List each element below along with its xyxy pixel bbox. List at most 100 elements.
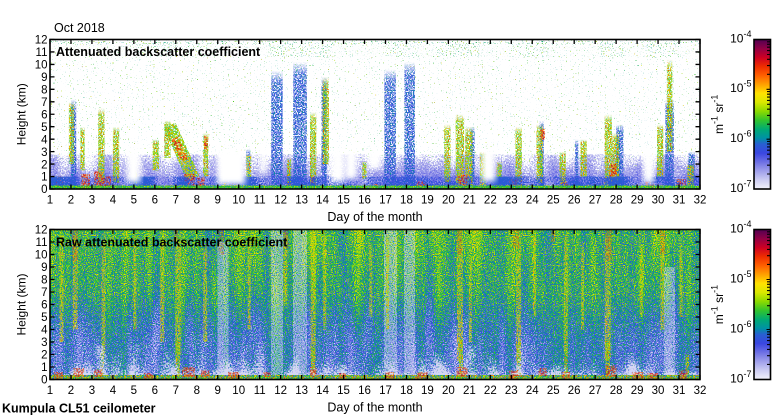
svg-text:18: 18 <box>400 195 413 207</box>
svg-text:4: 4 <box>41 134 48 146</box>
svg-text:10-5: 10-5 <box>730 269 751 286</box>
svg-text:6: 6 <box>152 385 158 397</box>
svg-text:Height (km): Height (km) <box>15 83 29 145</box>
svg-text:10-7: 10-7 <box>730 369 751 386</box>
svg-text:15: 15 <box>337 195 350 207</box>
svg-text:8: 8 <box>194 195 200 207</box>
svg-text:26: 26 <box>568 385 581 397</box>
svg-text:18: 18 <box>400 385 413 397</box>
svg-text:27: 27 <box>589 195 602 207</box>
svg-text:22: 22 <box>484 385 497 397</box>
svg-text:31: 31 <box>673 385 686 397</box>
svg-text:10: 10 <box>232 385 245 397</box>
svg-text:7: 7 <box>173 195 179 207</box>
svg-text:5: 5 <box>41 122 47 134</box>
svg-text:7: 7 <box>173 385 179 397</box>
svg-text:24: 24 <box>526 385 539 397</box>
svg-text:10-6: 10-6 <box>730 319 751 336</box>
svg-text:21: 21 <box>463 385 476 397</box>
svg-text:20: 20 <box>442 195 455 207</box>
svg-text:15: 15 <box>337 385 350 397</box>
svg-text:12: 12 <box>274 195 287 207</box>
svg-text:3: 3 <box>41 147 47 159</box>
svg-text:Height (km): Height (km) <box>15 273 29 335</box>
svg-text:22: 22 <box>484 195 497 207</box>
svg-text:4: 4 <box>41 325 48 337</box>
svg-text:9: 9 <box>215 385 221 397</box>
svg-text:31: 31 <box>673 195 686 207</box>
svg-text:9: 9 <box>41 262 47 274</box>
svg-text:12: 12 <box>35 225 48 237</box>
svg-text:2: 2 <box>41 350 47 362</box>
svg-text:25: 25 <box>547 195 560 207</box>
svg-text:26: 26 <box>568 195 581 207</box>
svg-text:23: 23 <box>505 195 518 207</box>
svg-text:10: 10 <box>35 60 48 72</box>
svg-text:Day of the month: Day of the month <box>327 401 422 415</box>
svg-text:4: 4 <box>110 195 117 207</box>
svg-text:24: 24 <box>526 195 539 207</box>
svg-text:3: 3 <box>89 385 95 397</box>
svg-text:12: 12 <box>274 385 287 397</box>
svg-text:13: 13 <box>295 195 308 207</box>
svg-text:6: 6 <box>41 109 47 121</box>
svg-text:12: 12 <box>35 35 48 47</box>
svg-text:13: 13 <box>295 385 308 397</box>
svg-text:23: 23 <box>505 385 518 397</box>
svg-text:17: 17 <box>379 195 392 207</box>
svg-text:30: 30 <box>652 195 665 207</box>
svg-text:1: 1 <box>41 362 47 374</box>
svg-text:10-6: 10-6 <box>730 129 751 146</box>
svg-text:4: 4 <box>110 385 117 397</box>
svg-text:11: 11 <box>254 195 266 207</box>
svg-text:30: 30 <box>652 385 665 397</box>
svg-text:16: 16 <box>358 385 371 397</box>
svg-text:Attenuated backscatter coeffic: Attenuated backscatter coefficient <box>56 45 261 59</box>
svg-text:2: 2 <box>68 385 74 397</box>
svg-text:21: 21 <box>463 195 476 207</box>
svg-text:7: 7 <box>41 287 47 299</box>
svg-text:9: 9 <box>215 195 221 207</box>
svg-text:1: 1 <box>47 385 53 397</box>
svg-text:6: 6 <box>41 300 47 312</box>
svg-text:0: 0 <box>41 375 47 387</box>
svg-text:10-4: 10-4 <box>730 29 751 46</box>
svg-text:Day of the month: Day of the month <box>327 210 422 224</box>
svg-text:32: 32 <box>694 385 707 397</box>
svg-text:m-1 sr-1: m-1 sr-1 <box>710 95 727 134</box>
svg-text:3: 3 <box>89 195 95 207</box>
svg-text:10-4: 10-4 <box>730 219 751 236</box>
svg-text:19: 19 <box>421 195 434 207</box>
svg-text:32: 32 <box>694 195 707 207</box>
svg-text:11: 11 <box>36 237 48 249</box>
svg-text:10-5: 10-5 <box>730 79 751 96</box>
svg-text:10: 10 <box>35 250 48 262</box>
svg-text:2: 2 <box>68 195 74 207</box>
svg-text:6: 6 <box>152 195 158 207</box>
svg-text:19: 19 <box>421 385 434 397</box>
svg-text:m-1 sr-1: m-1 sr-1 <box>710 285 727 324</box>
svg-text:27: 27 <box>589 385 602 397</box>
svg-text:16: 16 <box>358 195 371 207</box>
svg-text:2: 2 <box>41 159 47 171</box>
svg-text:14: 14 <box>316 195 329 207</box>
svg-text:Kumpula CL51 ceilometer: Kumpula CL51 ceilometer <box>2 402 156 416</box>
svg-text:29: 29 <box>631 195 644 207</box>
svg-text:5: 5 <box>131 195 137 207</box>
svg-text:Raw attenuated backscatter coe: Raw attenuated backscatter coefficient <box>56 236 288 250</box>
svg-text:17: 17 <box>379 385 392 397</box>
svg-text:10-7: 10-7 <box>730 178 751 195</box>
svg-text:28: 28 <box>610 195 623 207</box>
svg-text:20: 20 <box>442 385 455 397</box>
svg-text:1: 1 <box>47 195 53 207</box>
svg-text:Oct 2018: Oct 2018 <box>54 21 105 35</box>
svg-text:3: 3 <box>41 337 47 349</box>
svg-text:9: 9 <box>41 72 47 84</box>
svg-text:5: 5 <box>41 312 47 324</box>
svg-text:8: 8 <box>194 385 200 397</box>
svg-text:28: 28 <box>610 385 623 397</box>
svg-text:0: 0 <box>41 184 47 196</box>
svg-text:11: 11 <box>36 47 48 59</box>
svg-text:10: 10 <box>232 195 245 207</box>
svg-text:8: 8 <box>41 275 47 287</box>
